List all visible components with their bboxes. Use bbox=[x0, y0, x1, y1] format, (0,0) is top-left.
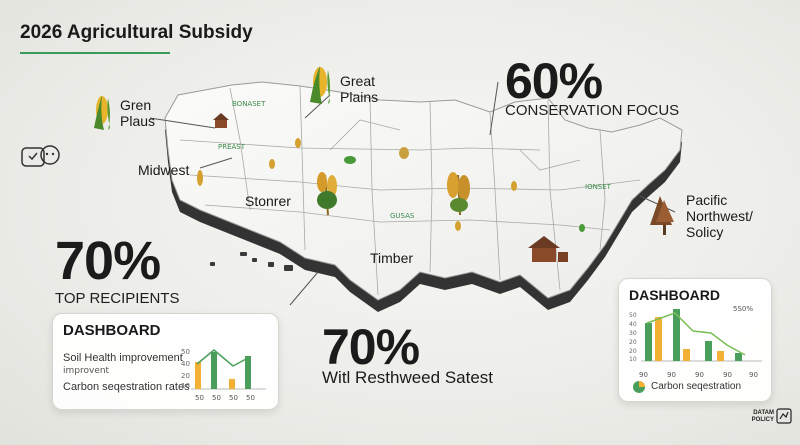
page-title: 2026 Agricultural Subsidy bbox=[20, 22, 253, 43]
timber-icon bbox=[650, 196, 674, 235]
chart-line bbox=[196, 349, 249, 367]
x-tick: 90 bbox=[695, 371, 704, 379]
y-tick: 40 bbox=[629, 321, 637, 328]
region-label-line: Great bbox=[340, 73, 376, 89]
logo-line: DATAM bbox=[753, 410, 774, 416]
chart-bar bbox=[195, 362, 201, 389]
stat-resthweed-label: Witl Resthweed Satest bbox=[322, 368, 494, 387]
dashboard-right-title: DASHBOARD bbox=[629, 287, 720, 303]
map-tag-center: GUSAS bbox=[390, 212, 415, 220]
dashboard-left-title: DASHBOARD bbox=[63, 322, 161, 339]
logo-mark-icon bbox=[776, 408, 792, 424]
state-borders bbox=[179, 85, 641, 296]
stat-conservation-value: 60% bbox=[505, 53, 603, 109]
y-tick: 10 bbox=[181, 382, 190, 390]
chart-bar bbox=[673, 309, 680, 361]
chart-bar bbox=[683, 349, 690, 361]
x-tick: 90 bbox=[639, 371, 648, 379]
dashboard-right-legend: Carbon seqestration bbox=[651, 381, 742, 392]
title-underline bbox=[20, 52, 170, 54]
chart-bar bbox=[645, 323, 652, 361]
y-tick: 40 bbox=[181, 360, 190, 368]
x-tick: 90 bbox=[667, 371, 676, 379]
chart-bar bbox=[717, 351, 724, 361]
x-tick: 50 bbox=[212, 394, 221, 402]
chart-bar bbox=[705, 341, 712, 361]
y-tick: 10 bbox=[629, 356, 637, 363]
feedback-icon bbox=[21, 145, 60, 167]
region-label-line: Pacific bbox=[686, 192, 728, 208]
stat-conservation-label: CONSERVATION FOCUS bbox=[505, 102, 680, 119]
sprout-icon bbox=[197, 138, 585, 232]
dashboard-right-chart: 50 40 30 20 20 10 bbox=[629, 309, 762, 363]
region-midwest: Midwest bbox=[138, 162, 190, 178]
y-tick: 20 bbox=[629, 348, 637, 355]
chart-bar bbox=[245, 356, 251, 389]
y-tick: 50 bbox=[629, 312, 637, 319]
dashboard-right: DASHBOARD 5S0% 50 40 30 20 20 10 90 90 9… bbox=[618, 278, 772, 402]
region-stonrer: Stonrer bbox=[245, 193, 291, 209]
region-label-line: Plains bbox=[340, 89, 379, 105]
region-label-line: Solicy bbox=[686, 224, 724, 240]
region-pacific: Pacific Northwest/ Solicy bbox=[686, 192, 753, 240]
dashboard-left-row1-sub: improvent bbox=[63, 366, 110, 376]
x-tick: 90 bbox=[749, 371, 758, 379]
y-tick: 20 bbox=[181, 372, 190, 380]
map-tag-north: BONASET bbox=[232, 100, 266, 108]
dashboard-left-chart: 50 40 20 10 50 50 50 50 bbox=[181, 348, 266, 402]
corn-icon bbox=[94, 95, 110, 130]
chart-bar bbox=[211, 352, 217, 389]
y-tick: 30 bbox=[629, 330, 637, 337]
x-tick: 90 bbox=[723, 371, 732, 379]
region-label-line: Gren bbox=[120, 97, 152, 113]
dashboard-left-row1: Soil Health improvement bbox=[63, 352, 183, 364]
x-tick: 50 bbox=[229, 394, 238, 402]
logo-line: POLICY bbox=[751, 417, 774, 423]
chart-bar bbox=[655, 317, 662, 361]
x-tick: 50 bbox=[195, 394, 204, 402]
brand-logo: DATAM POLICY bbox=[738, 410, 774, 424]
dashboard-left-row2: Carbon seqestration rates bbox=[63, 381, 190, 393]
map-tag-east: IONSET bbox=[585, 183, 611, 191]
dashboard-right-corner: 5S0% bbox=[733, 305, 754, 313]
map-tag-plains: PREAST bbox=[218, 143, 246, 151]
corn-icon bbox=[310, 66, 330, 104]
wheat-icon bbox=[317, 172, 337, 216]
y-tick: 50 bbox=[181, 348, 190, 356]
islands bbox=[210, 252, 293, 271]
barn-icon bbox=[213, 113, 568, 262]
x-tick: 50 bbox=[246, 394, 255, 402]
wheat-icon bbox=[447, 172, 470, 216]
region-gren-plaus: Gren Plaus bbox=[120, 97, 155, 129]
dashboard-left: DASHBOARD Soil Health improvement improv… bbox=[52, 313, 279, 410]
region-great-plains: Great Plains bbox=[340, 73, 378, 105]
chart-bar bbox=[229, 379, 235, 389]
region-label-line: Plaus bbox=[120, 113, 156, 129]
pie-icon bbox=[633, 381, 645, 393]
region-timber: Timber bbox=[370, 250, 414, 266]
leader-lines bbox=[149, 81, 676, 306]
y-tick: 20 bbox=[629, 339, 637, 346]
stat-resthweed-value: 70% bbox=[322, 319, 420, 375]
chart-line bbox=[646, 312, 746, 356]
stat-top-recipients-label: TOP RECIPIENTS bbox=[55, 290, 180, 307]
stat-top-recipients-value: 70% bbox=[55, 231, 161, 291]
chart-bar bbox=[735, 353, 742, 361]
region-label-line: Northwest/ bbox=[686, 208, 753, 224]
